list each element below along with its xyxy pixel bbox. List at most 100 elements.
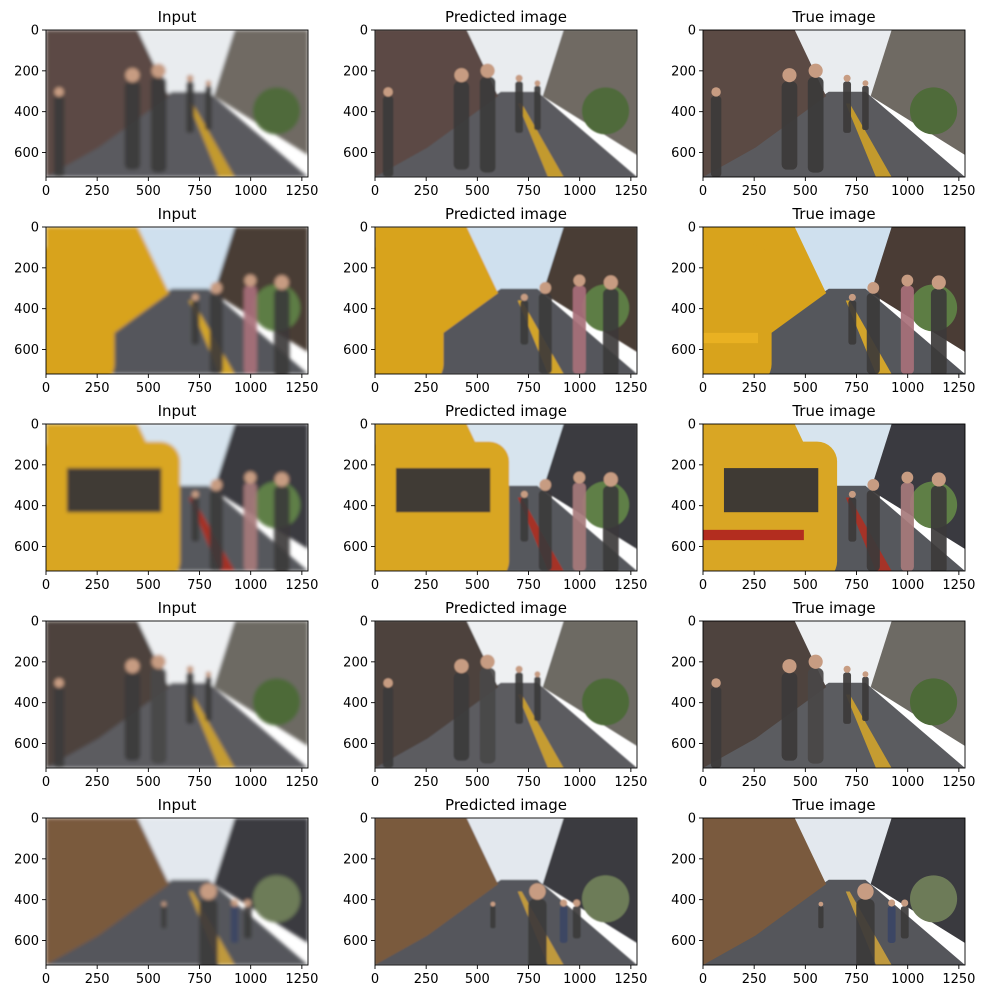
panel-title: True image: [791, 205, 875, 223]
x-tick-label: 1250: [285, 775, 318, 790]
panel-image: [703, 227, 965, 374]
y-tick-label: 600: [14, 146, 39, 161]
x-tick-label: 1000: [891, 381, 924, 396]
person-figure: [191, 300, 200, 345]
vehicle-window: [66, 468, 162, 513]
x-tick-label: 0: [371, 184, 379, 199]
person-figure: [818, 906, 824, 929]
person-head: [603, 275, 618, 290]
x-tick-label: 250: [742, 381, 767, 396]
person-head: [274, 472, 289, 487]
panel-title: Input: [158, 8, 197, 26]
person-head: [529, 883, 546, 900]
axes-frame: [702, 226, 966, 375]
x-tick-label: 500: [465, 184, 490, 199]
person-figure: [602, 288, 619, 374]
panel-title: True image: [791, 599, 875, 617]
person-figure: [243, 285, 257, 374]
x-tick-label: 750: [844, 184, 869, 199]
x-tick-label: 0: [42, 775, 50, 790]
person-head: [480, 63, 495, 78]
x-tick-label: 750: [516, 775, 541, 790]
y-tick-label: 0: [688, 615, 696, 630]
y-tick-label: 400: [343, 105, 368, 120]
panel-image: [46, 227, 308, 374]
y-tick-label: 200: [14, 261, 39, 276]
person-figure: [453, 81, 470, 170]
panel-image: [703, 818, 965, 965]
person-head: [490, 901, 496, 907]
y-tick-label: 0: [360, 221, 368, 236]
vehicle-window: [723, 468, 819, 513]
panel-r2-c1: Input 0 250 500 750 1000 1250 0 200 400 600: [14, 205, 318, 396]
y-tick-label: 200: [343, 64, 368, 79]
person-head: [480, 654, 495, 669]
panel-title: True image: [791, 796, 875, 814]
y-tick-label: 0: [31, 221, 39, 236]
y-tick-label: 200: [671, 64, 696, 79]
y-tick-label: 200: [14, 458, 39, 473]
greenery: [909, 678, 958, 726]
x-tick-label: 0: [371, 972, 379, 987]
left-buildings: [703, 30, 827, 177]
person-figure: [900, 906, 909, 939]
x-tick-label: 250: [85, 775, 110, 790]
road-region: [46, 879, 308, 965]
person-head: [843, 74, 851, 82]
person-figure: [520, 300, 529, 345]
panel-image: [46, 621, 308, 768]
x-tick-label: 500: [465, 775, 490, 790]
person-head: [931, 472, 946, 487]
panel-title: Predicted image: [445, 796, 567, 814]
person-figure: [273, 288, 290, 374]
panel-r3-c1: Input 0 250 500 750 1000 1250 0 200 400 600: [14, 402, 318, 593]
x-tick-label: 1250: [942, 381, 975, 396]
panel-r4-c3: True image 0 250 500 750 1000 1250 0 200 400 600: [671, 599, 975, 790]
person-head: [210, 282, 223, 294]
x-tick-label: 750: [187, 381, 212, 396]
panel-title: Input: [158, 402, 197, 420]
person-head: [901, 899, 909, 907]
x-tick-label: 1250: [285, 972, 318, 987]
x-tick-label: 250: [742, 184, 767, 199]
x-tick-label: 1000: [234, 381, 267, 396]
person-head: [210, 479, 223, 491]
road-region: [375, 682, 637, 768]
person-head: [205, 80, 212, 87]
x-tick-label: 1250: [614, 578, 647, 593]
y-tick-label: 200: [343, 852, 368, 867]
person-figure: [124, 81, 141, 170]
y-tick-label: 600: [343, 146, 368, 161]
x-tick-label: 750: [844, 972, 869, 987]
x-tick-label: 0: [699, 972, 707, 987]
y-tick-label: 0: [688, 221, 696, 236]
person-head: [888, 899, 896, 907]
axes-frame: [45, 817, 309, 966]
panel-image: [46, 818, 308, 965]
y-tick-label: 400: [343, 302, 368, 317]
x-tick-label: 500: [793, 381, 818, 396]
y-tick-label: 400: [671, 105, 696, 120]
x-tick-label: 250: [85, 578, 110, 593]
y-tick-label: 400: [343, 893, 368, 908]
x-tick-label: 250: [742, 775, 767, 790]
axes-frame: [702, 620, 966, 769]
x-tick-label: 250: [85, 972, 110, 987]
y-tick-label: 0: [31, 615, 39, 630]
person-figure: [150, 668, 167, 764]
x-tick-label: 0: [699, 775, 707, 790]
y-tick-label: 600: [671, 343, 696, 358]
axes-frame: [45, 620, 309, 769]
x-tick-label: 0: [371, 578, 379, 593]
x-tick-label: 500: [793, 775, 818, 790]
y-tick-label: 0: [31, 812, 39, 827]
x-tick-label: 1000: [234, 184, 267, 199]
panel-title: Predicted image: [445, 402, 567, 420]
person-figure: [490, 906, 496, 929]
x-tick-label: 750: [187, 578, 212, 593]
person-figure: [807, 668, 824, 764]
x-tick-label: 0: [699, 578, 707, 593]
x-tick-label: 0: [699, 184, 707, 199]
person-head: [515, 74, 523, 82]
axes-frame: [45, 29, 309, 178]
